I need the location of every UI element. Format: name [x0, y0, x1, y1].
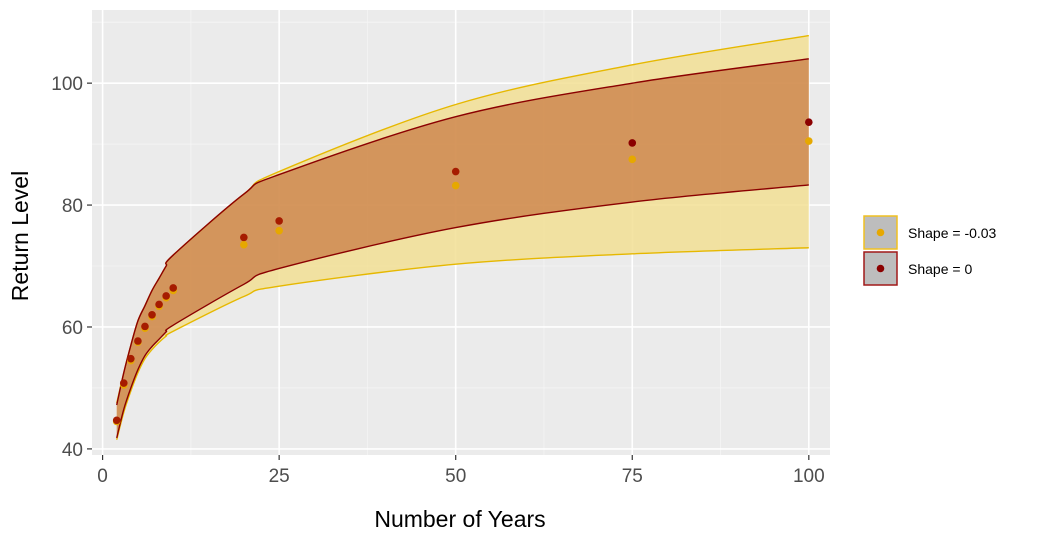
x-tick-label: 75: [622, 466, 643, 487]
data-points: [112, 118, 813, 426]
point-shape-0: [169, 284, 178, 292]
band-fill-shape-0: [116, 58, 809, 438]
point-shape-0: [162, 292, 170, 300]
x-axis: 0 25 50 75 100: [97, 455, 825, 487]
confidence-bands: [116, 34, 809, 440]
point-shape-minus-0-03: [240, 240, 248, 249]
point-shape-0: [134, 337, 142, 345]
legend-dot-shape-minus-0-03: [876, 228, 885, 237]
y-tick-label: 100: [51, 74, 83, 95]
point-shape-minus-0-03: [805, 137, 813, 145]
y-axis-title: Return Level: [7, 171, 33, 301]
point-shape-0: [628, 139, 637, 147]
point-shape-0: [112, 416, 121, 425]
x-axis-title: Number of Years: [374, 506, 545, 532]
band-lower-line-shape-minus-0-03: [116, 247, 809, 440]
legend-dot-shape-0: [876, 264, 885, 273]
point-shape-0: [155, 300, 163, 309]
band-lower-line-shape-0: [116, 184, 809, 439]
legend-label-shape-minus-0-03: Shape = -0.03: [908, 225, 997, 241]
point-shape-0: [119, 379, 128, 387]
point-shape-minus-0-03: [275, 226, 283, 235]
point-shape-0: [148, 310, 156, 319]
point-shape-0: [805, 118, 813, 126]
y-tick-label: 80: [62, 196, 83, 217]
point-shape-0: [240, 233, 248, 242]
y-tick-label: 60: [62, 318, 83, 339]
x-tick-label: 100: [793, 466, 825, 487]
point-shape-0: [451, 167, 460, 176]
band-upper-line-shape-0: [116, 58, 809, 406]
point-shape-minus-0-03: [628, 155, 637, 164]
y-tick-label: 40: [62, 440, 83, 461]
x-tick-label: 0: [97, 466, 108, 487]
point-shape-0: [141, 322, 149, 331]
point-shape-minus-0-03: [451, 181, 460, 190]
point-shape-0: [127, 354, 135, 363]
y-axis: 40 60 80 100: [51, 74, 92, 461]
legend: Shape = -0.03 Shape = 0: [863, 215, 997, 286]
legend-label-shape-0: Shape = 0: [908, 261, 972, 277]
x-tick-label: 50: [445, 466, 466, 487]
x-tick-label: 25: [269, 466, 290, 487]
point-shape-0: [275, 217, 283, 225]
